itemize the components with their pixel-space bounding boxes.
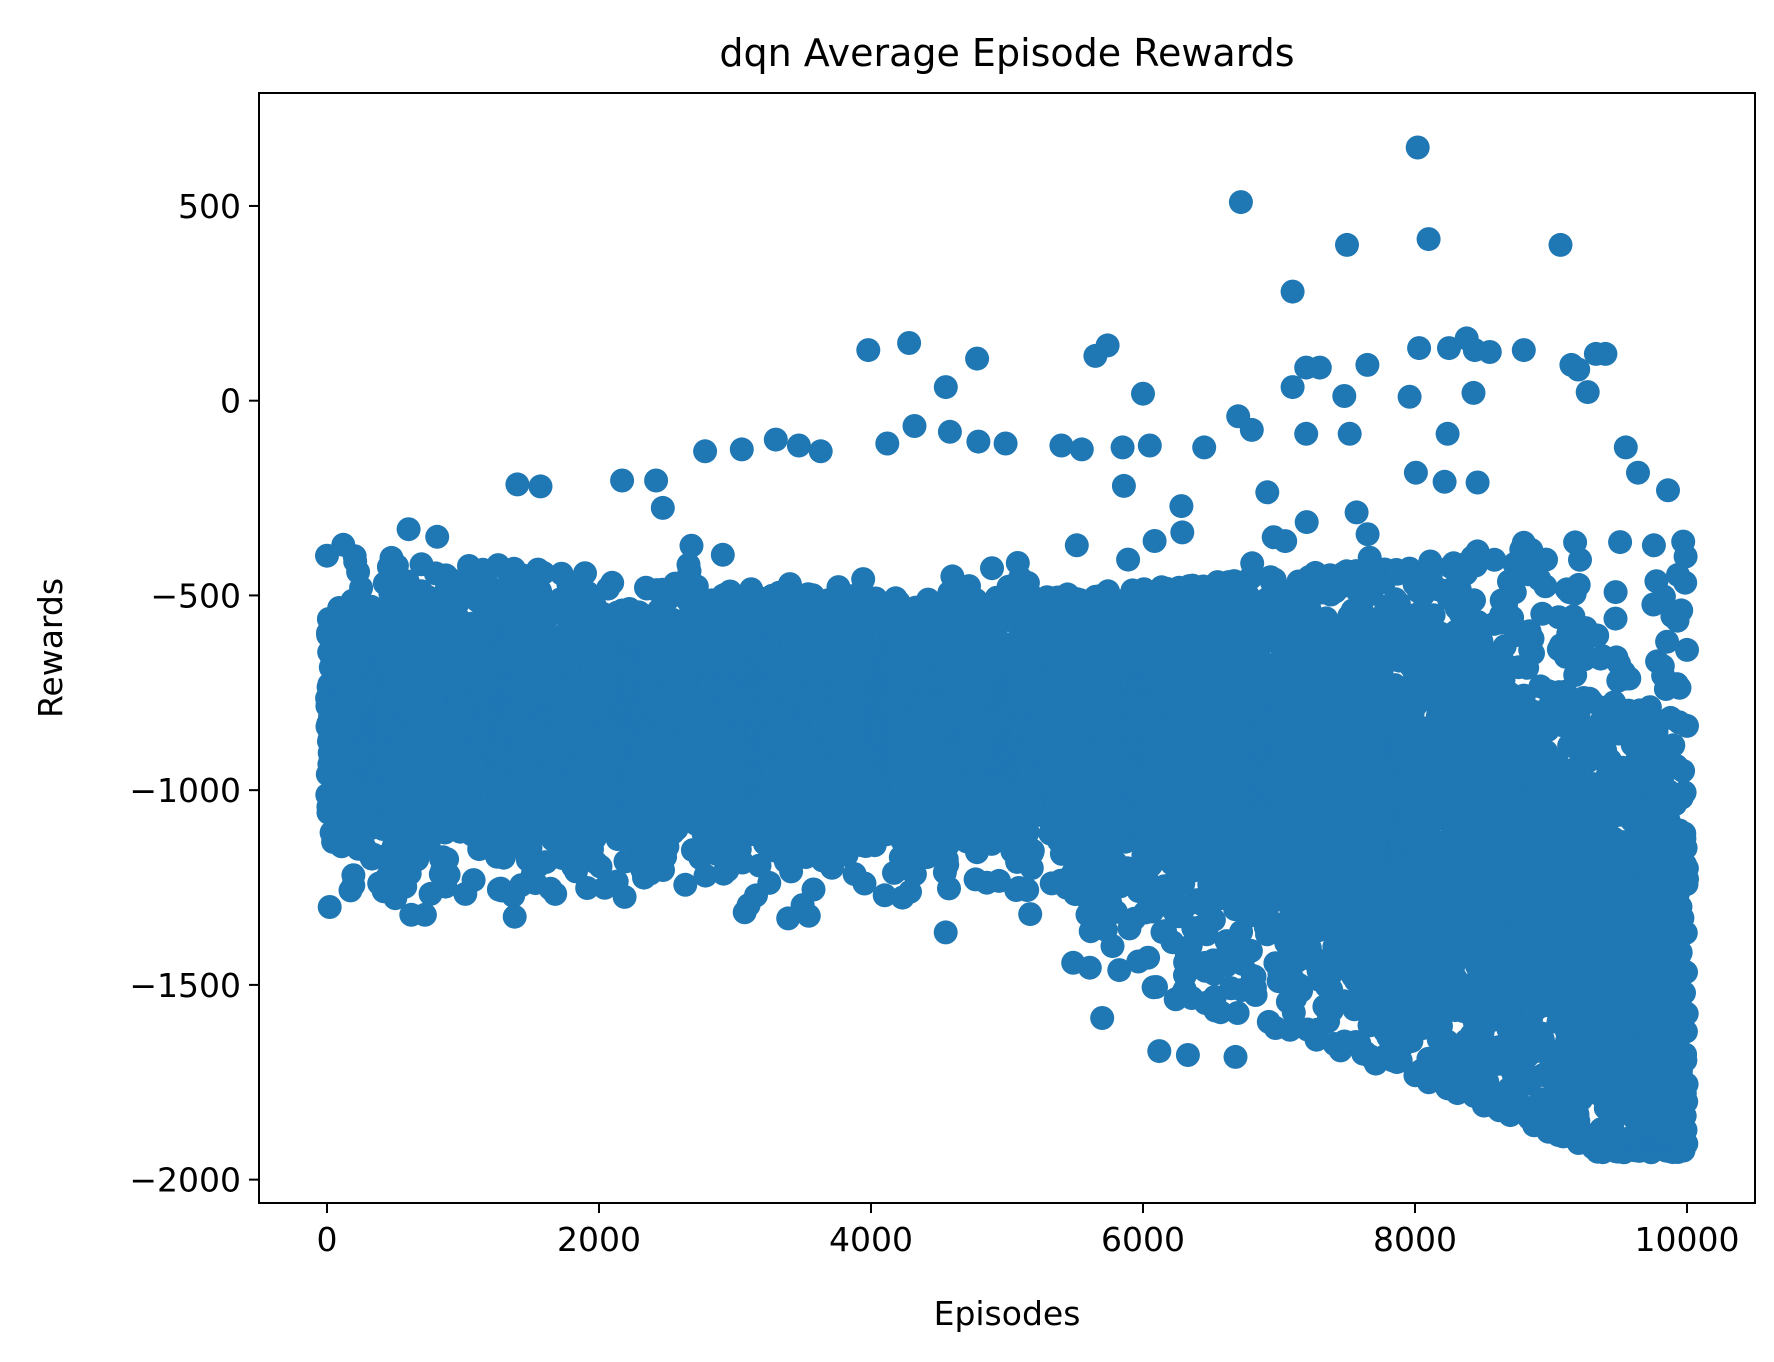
data-point [650, 495, 675, 520]
data-point [757, 870, 782, 895]
data-point [980, 556, 1004, 581]
data-point [543, 881, 568, 906]
data-point [852, 871, 877, 896]
data-point [710, 542, 735, 567]
data-point [801, 877, 826, 902]
data-point [461, 868, 486, 893]
data-point [349, 575, 374, 600]
data-point [937, 876, 961, 901]
data-point [796, 903, 821, 928]
data-point [341, 863, 366, 888]
data-point [436, 862, 461, 887]
data-point [612, 884, 637, 909]
data-point [600, 570, 625, 595]
data-point [425, 524, 450, 549]
data-point [933, 920, 958, 945]
data-point [679, 533, 704, 558]
data-points [315, 135, 1699, 1165]
